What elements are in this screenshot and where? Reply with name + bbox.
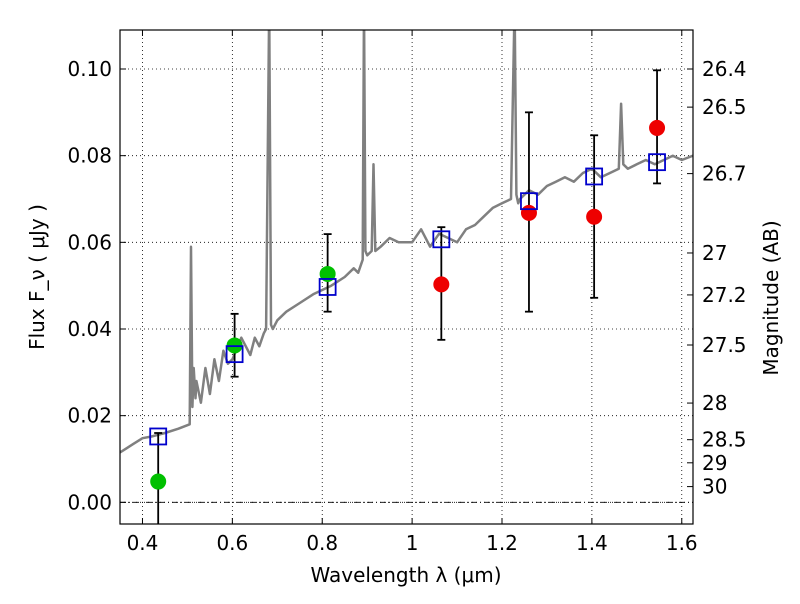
y-tick-label: 0.04 [67, 317, 112, 341]
spectrum-layer [120, 30, 693, 454]
magnitude-tick-label: 28.5 [702, 428, 747, 452]
errorbar-layer [154, 69, 662, 524]
model-square-point [648, 153, 666, 172]
magnitude-tick-label: 27.2 [702, 283, 747, 307]
x-tick-label: 1 [406, 531, 419, 555]
magnitude-tick-label: 27 [702, 241, 727, 265]
magnitude-tick-label: 26.5 [702, 95, 747, 119]
model-square-point [585, 167, 604, 186]
red-data-point [649, 119, 666, 136]
y-tick-label: 0.02 [67, 404, 112, 428]
magnitude-tick-label: 26.7 [702, 162, 747, 186]
y-tick-label: 0.00 [67, 490, 112, 514]
magnitude-tick-label: 28 [702, 391, 727, 415]
grid-lines [120, 30, 693, 524]
x-tick-label: 0.4 [127, 531, 159, 555]
y-tick-label: 0.06 [67, 230, 112, 254]
x-tick-label: 0.6 [216, 531, 248, 555]
y-tick-label: 0.10 [67, 57, 112, 81]
x-tick-label: 1.4 [576, 531, 608, 555]
right-axis-label: Magnitude (AB) [759, 220, 783, 375]
x-axis-label: Wavelength λ (μm) [310, 563, 501, 587]
magnitude-tick-label: 30 [702, 475, 727, 499]
magnitude-tick-label: 26.4 [702, 57, 747, 81]
red-data-point [520, 204, 537, 221]
magnitude-tick-label: 27.5 [702, 333, 747, 357]
x-tick-label: 1.6 [666, 531, 698, 555]
y-tick-label: 0.08 [67, 144, 112, 168]
green-data-point [150, 473, 167, 490]
model-square-point [149, 427, 168, 446]
red-data-point [586, 208, 603, 225]
model-square-point [520, 192, 538, 211]
model-square-point [432, 230, 451, 249]
x-tick-label: 0.8 [306, 531, 338, 555]
x-tick-label: 1.2 [486, 531, 518, 555]
marker-layer [149, 119, 666, 490]
model-square-point [318, 278, 337, 296]
green-data-point [319, 265, 336, 282]
model-square-point [225, 345, 244, 364]
tick-layer: 0.4 0.6 0.8 1 1.2 1.4 1.6 0.00 0.02 0.04 0.06 0.08 0… [67, 30, 747, 555]
spectrum-line [120, 30, 693, 454]
plot-frame [119, 29, 694, 525]
y-axis-label: Flux F_ν ( μJy ) [25, 204, 49, 350]
red-data-point [433, 276, 450, 293]
magnitude-tick-label: 29 [702, 451, 727, 475]
